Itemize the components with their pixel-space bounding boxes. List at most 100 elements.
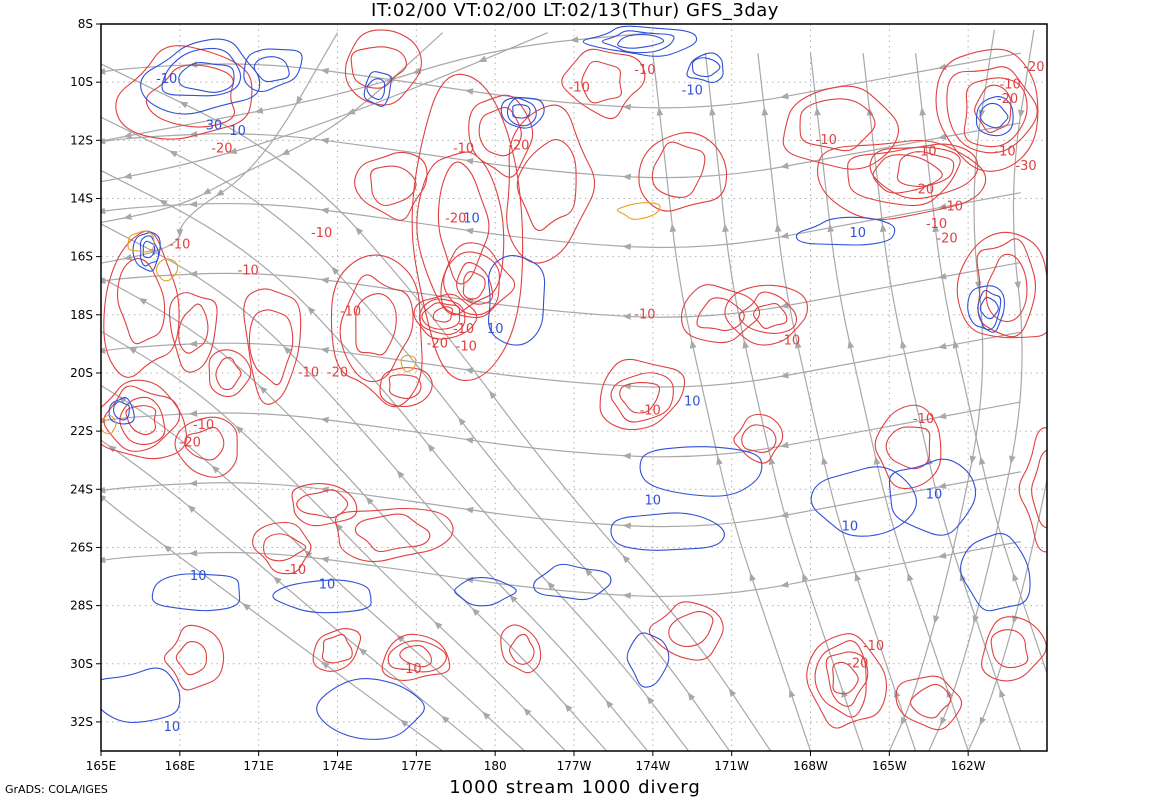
contour-label: -10 <box>640 403 661 418</box>
contour-label: 10 <box>684 395 701 410</box>
contour-negative <box>370 165 417 207</box>
contour-positive <box>626 632 670 688</box>
contour-positive <box>979 296 999 320</box>
streamline <box>101 471 1021 530</box>
contour-negative <box>651 141 706 198</box>
contour-negative <box>379 367 433 408</box>
lat-tick-label: 24S <box>70 482 93 496</box>
contour-positive <box>810 466 917 537</box>
contour-negative <box>869 143 979 200</box>
contour-label: 10 <box>487 322 504 337</box>
contour-label: -10 <box>926 217 947 232</box>
contour-label: -10 <box>156 72 177 87</box>
contour-negative <box>418 298 466 336</box>
contour-label: -30 <box>1015 159 1036 174</box>
lat-tick-label: 32S <box>70 715 93 729</box>
contour-label: -20 <box>327 366 348 381</box>
contour-negative <box>561 48 646 120</box>
contour-strong <box>127 230 155 253</box>
contour-negative <box>895 675 963 731</box>
contour-label: -20 <box>445 211 466 226</box>
contour-positive <box>975 96 1014 137</box>
contour-label: -10 <box>400 662 421 677</box>
lon-tick-label: 168W <box>793 759 828 773</box>
divergence-contours <box>101 25 1047 740</box>
contour-negative <box>668 611 714 648</box>
lat-tick-label: 10S <box>70 75 93 89</box>
contour-negative <box>741 424 777 453</box>
contour-negative <box>825 651 869 707</box>
contour-label: -10 <box>1000 78 1021 93</box>
contour-positive <box>363 71 392 107</box>
contour-negative <box>462 271 486 300</box>
contour-negative <box>1018 427 1047 553</box>
contour-positive <box>977 289 1002 331</box>
contour-strong <box>155 258 179 282</box>
contour-label: 10 <box>164 720 181 735</box>
contour-negative <box>387 640 447 673</box>
contour-label: 10 <box>229 124 246 139</box>
contour-positive <box>795 216 896 246</box>
plot-caption: 1000 stream 1000 diverg <box>449 777 701 798</box>
streamlines <box>101 29 1047 751</box>
contour-negative <box>411 73 524 381</box>
lat-tick-label: 20S <box>70 366 93 380</box>
contour-negative <box>909 683 952 719</box>
contour-positive <box>500 96 545 129</box>
contour-label: -10 <box>340 304 361 319</box>
contour-negative <box>119 396 166 446</box>
contour-label: 10 <box>645 493 662 508</box>
contour-label: 10 <box>926 488 943 503</box>
contour-positive <box>253 56 290 83</box>
contour-negative <box>263 533 307 562</box>
streamline <box>101 401 1021 460</box>
lon-tick-label: 180 <box>484 759 507 773</box>
contour-positive <box>101 667 181 723</box>
contour-label: -10 <box>913 412 934 427</box>
contour-negative <box>413 293 478 340</box>
contour-negative <box>506 104 596 264</box>
contour-label: -10 <box>634 307 655 322</box>
contour-negative <box>872 154 943 194</box>
contour-negative <box>456 261 494 305</box>
contour-positive <box>686 52 724 83</box>
contour-negative <box>478 106 522 157</box>
contour-negative <box>985 253 1028 323</box>
contour-label: 10 <box>190 569 207 584</box>
contour-positive <box>243 48 303 93</box>
axis-labels: 165E 168E 171E 174E 177E 180 177W 174W 171W 168W 1… <box>70 17 986 773</box>
contour-negative <box>145 64 236 128</box>
contour-negative <box>103 230 180 378</box>
contour-label: -10 <box>863 639 884 654</box>
contour-strong <box>400 354 417 373</box>
contour-positive <box>113 401 130 421</box>
contour-positive <box>178 61 235 93</box>
contour-negative <box>344 29 422 106</box>
contour-label: -10 <box>994 145 1015 160</box>
contour-positive <box>132 231 161 272</box>
contour-label: -10 <box>634 63 655 78</box>
lon-tick-label: 165E <box>86 759 117 773</box>
contour-negative <box>296 489 349 519</box>
contour-negative <box>648 601 724 661</box>
lat-tick-label: 16S <box>70 250 93 264</box>
contour-negative <box>291 483 358 527</box>
contour-positive <box>506 97 537 127</box>
contour-negative <box>508 633 535 665</box>
contour-negative <box>432 306 454 323</box>
contour-positive <box>960 532 1031 612</box>
lat-tick-label: 28S <box>70 599 93 613</box>
lat-tick-label: 18S <box>70 308 93 322</box>
streamline <box>967 109 1047 751</box>
contour-negative <box>946 66 1038 154</box>
contour-negative <box>610 372 674 423</box>
contour-negative <box>421 302 461 330</box>
streamline <box>101 541 1021 599</box>
contour-positive <box>582 25 698 57</box>
contour-positive <box>691 57 721 78</box>
plot-title: IT:02/00 VT:02/00 LT:02/13(Thur) GFS_3da… <box>371 0 779 21</box>
contour-positive <box>979 102 1009 129</box>
contour-positive <box>272 579 372 614</box>
contour-negative <box>680 284 761 344</box>
lon-tick-label: 171E <box>243 759 274 773</box>
